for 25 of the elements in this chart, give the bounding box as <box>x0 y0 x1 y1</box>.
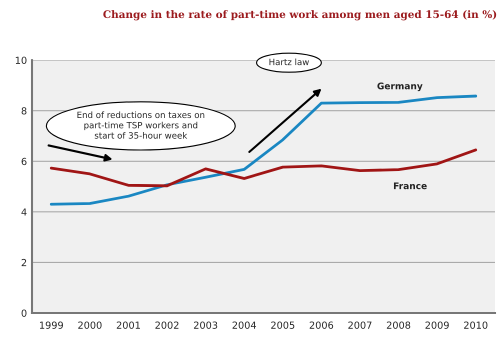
series-label: France <box>394 182 427 190</box>
x-tick-label: 2000 <box>78 321 102 329</box>
y-tick-label: 0 <box>22 309 26 317</box>
y-tick-label: 4 <box>21 208 27 216</box>
series-label: Germany <box>377 82 423 92</box>
annotation: Hartz law <box>269 58 309 66</box>
x-tick-label: 2001 <box>116 321 140 329</box>
x-tick-label: 2008 <box>386 321 410 329</box>
y-tick-label: 6 <box>22 158 27 166</box>
x-tick-label: 2005 <box>271 321 294 329</box>
y-tick-label: 8 <box>22 107 26 115</box>
x-tick-label: 2009 <box>425 321 449 329</box>
annotation: End of reductions on taxes on part-time TSP workers and start of 35-hour week <box>77 111 204 139</box>
x-tick-label: 2007 <box>348 321 372 329</box>
chart-title: Change in the rate of part-time work among men aged 15-64 (in %) <box>103 10 496 20</box>
x-tick-label: 2002 <box>155 321 178 329</box>
y-tick-label: 10 <box>16 56 26 64</box>
x-tick-label: 2003 <box>194 321 218 329</box>
y-tick-label: 2 <box>22 258 26 266</box>
x-tick-label: 2010 <box>464 321 488 329</box>
line-series <box>50 148 478 188</box>
x-tick-label: 2004 <box>232 321 256 329</box>
x-tick-label: 2006 <box>310 321 334 329</box>
x-tick-label: 1999 <box>40 321 63 329</box>
line-series <box>50 94 478 206</box>
